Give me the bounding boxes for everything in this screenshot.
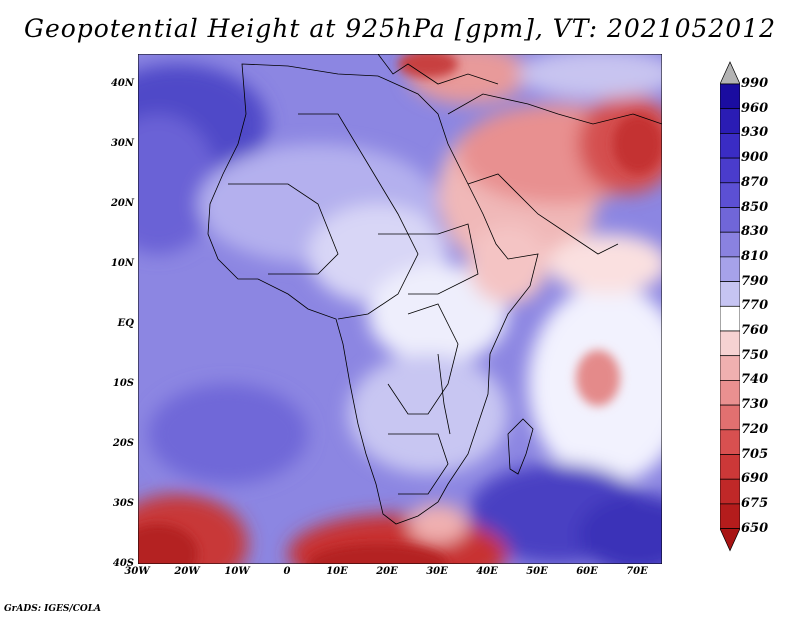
lon-tick-label: 0 [283, 566, 291, 577]
map-title: Geopotential Height at 925hPa [gpm], VT:… [23, 14, 777, 43]
coastlines [207, 54, 662, 525]
colorbar-segment [720, 429, 740, 455]
colorbar-segment [720, 281, 740, 307]
colorbar-level-label: 730 [741, 397, 769, 413]
lat-tick-label: 40N [110, 78, 134, 89]
colorbar-segment [720, 157, 740, 184]
colorbar-level-label: 720 [741, 421, 769, 437]
colorbar-level-label: 750 [741, 347, 769, 363]
lat-tick-label: 10N [110, 258, 134, 269]
lat-tick-label: 10S [112, 378, 134, 389]
colorbar-segment [720, 133, 740, 159]
colorbar-segment [720, 83, 740, 110]
colorbar-top-arrow [720, 61, 740, 85]
colorbar-segment [720, 108, 740, 134]
colorbar-segment [720, 478, 740, 505]
lon-tick-label: 20E [376, 566, 398, 577]
colorbar-level-label: 990 [741, 76, 769, 91]
colorbar-segment [720, 404, 740, 431]
colorbar-level-label: 760 [741, 323, 769, 338]
colorbar-level-label: 770 [741, 298, 769, 314]
lon-tick-label: 70E [626, 566, 648, 577]
colorbar-segment [720, 256, 740, 282]
lon-tick-label: 30W [124, 566, 150, 577]
lon-tick-label: 10W [224, 566, 250, 577]
lat-tick-label: 20S [112, 438, 134, 449]
lon-tick-label: 30E [426, 566, 448, 577]
colorbar-segment [720, 231, 740, 258]
colorbar-level-label: 870 [741, 174, 769, 190]
lat-tick-label: 30N [110, 138, 134, 149]
lon-tick-label: 50E [526, 566, 548, 577]
colorbar-segment [720, 330, 740, 357]
lat-tick-label: EQ [117, 318, 134, 329]
colorbar-segment [720, 380, 740, 406]
colorbar-segment [720, 207, 740, 233]
colorbar-level-label: 900 [741, 150, 769, 166]
grads-credit: GrADS: IGES/COLA [4, 604, 102, 614]
colorbar-level-label: 850 [741, 199, 769, 215]
colorbar-level-label: 790 [741, 273, 769, 289]
colorbar-segment [720, 454, 740, 480]
lon-tick-label: 40E [476, 566, 498, 577]
colorbar-level-label: 740 [741, 372, 769, 388]
colorbar-level-label: 675 [741, 495, 769, 511]
colorbar-segment [720, 355, 740, 381]
colorbar-bottom-arrow [720, 528, 740, 552]
colorbar [720, 61, 740, 552]
lon-tick-label: 60E [576, 566, 598, 577]
colorbar-segment [720, 503, 740, 529]
lat-tick-label: 30S [112, 498, 134, 509]
colorbar-level-label: 930 [741, 125, 769, 141]
lon-tick-label: 10E [326, 566, 348, 577]
geopotential-map [138, 54, 662, 564]
lon-tick-label: 20W [174, 566, 200, 577]
colorbar-level-label: 830 [741, 224, 769, 240]
lat-tick-label: 20N [110, 198, 134, 209]
colorbar-level-label: 705 [741, 446, 769, 462]
colorbar-level-label: 650 [741, 520, 769, 536]
lat-tick-label: 40S [112, 558, 134, 569]
colorbar-segment [720, 182, 740, 208]
colorbar-level-label: 690 [741, 471, 769, 487]
colorbar-level-label: 960 [741, 100, 769, 116]
colorbar-level-label: 810 [741, 248, 769, 264]
colorbar-segment [720, 305, 740, 332]
